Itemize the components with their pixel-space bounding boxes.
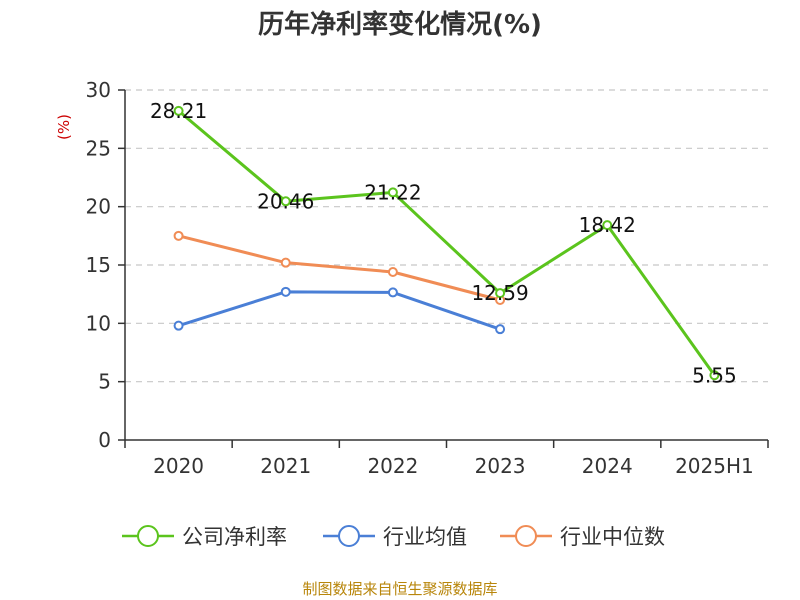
legend: 公司净利率 行业均值 行业中位数 bbox=[122, 525, 665, 549]
legend-label: 行业中位数 bbox=[560, 525, 665, 549]
data-point bbox=[387, 267, 398, 277]
y-tick-label: 0 bbox=[98, 428, 111, 452]
data-labels: 28.21 20.46 21.22 12.59 18.42 5.55 bbox=[150, 99, 737, 387]
y-tick-label: 5 bbox=[98, 370, 111, 394]
data-point bbox=[173, 320, 184, 331]
y-tick-label: 25 bbox=[86, 136, 111, 160]
data-point bbox=[173, 105, 184, 116]
legend-marker bbox=[137, 525, 159, 547]
y-tick-label: 15 bbox=[86, 253, 111, 277]
data-point bbox=[495, 288, 506, 299]
y-axis-label: (%) bbox=[55, 114, 73, 140]
axes: 0 5 10 15 20 25 30 2020 2021 2022 2023 2024 2025H1 bbox=[86, 78, 769, 478]
y-tick-label: 20 bbox=[86, 195, 111, 219]
legend-label: 公司净利率 bbox=[182, 525, 287, 549]
data-point bbox=[280, 257, 291, 268]
legend-label: 行业均值 bbox=[383, 525, 467, 549]
y-tick-label: 30 bbox=[86, 78, 111, 102]
series-line bbox=[178, 290, 501, 331]
series-line bbox=[178, 234, 501, 302]
data-label: 5.55 bbox=[692, 363, 737, 387]
x-tick-label: 2023 bbox=[475, 454, 526, 478]
data-point bbox=[280, 286, 291, 297]
legend-marker bbox=[515, 525, 537, 547]
x-tick-label: 2022 bbox=[367, 454, 418, 478]
series-line bbox=[177, 109, 716, 377]
chart-title: 历年净利率变化情况(%) bbox=[258, 9, 542, 40]
x-tick-label: 2024 bbox=[582, 454, 633, 478]
data-label: 12.59 bbox=[471, 281, 528, 305]
data-point bbox=[173, 230, 184, 241]
data-label: 18.42 bbox=[579, 213, 636, 237]
data-point bbox=[387, 187, 398, 198]
x-tick-label: 2021 bbox=[260, 454, 311, 478]
x-tick-label: 2020 bbox=[153, 454, 204, 478]
series-lines bbox=[173, 105, 720, 381]
legend-marker bbox=[338, 525, 360, 547]
data-point bbox=[280, 196, 291, 207]
data-point bbox=[602, 220, 613, 231]
data-point bbox=[387, 287, 398, 298]
data-label: 28.21 bbox=[150, 99, 207, 123]
x-tick-label: 2025H1 bbox=[675, 454, 754, 478]
gridlines bbox=[125, 89, 768, 383]
data-point bbox=[495, 324, 506, 335]
data-source-note: 制图数据来自恒生聚源数据库 bbox=[302, 580, 497, 598]
data-label: 21.22 bbox=[364, 180, 421, 204]
data-point bbox=[709, 370, 720, 381]
data-label: 20.46 bbox=[257, 189, 314, 213]
y-tick-label: 10 bbox=[86, 311, 111, 335]
